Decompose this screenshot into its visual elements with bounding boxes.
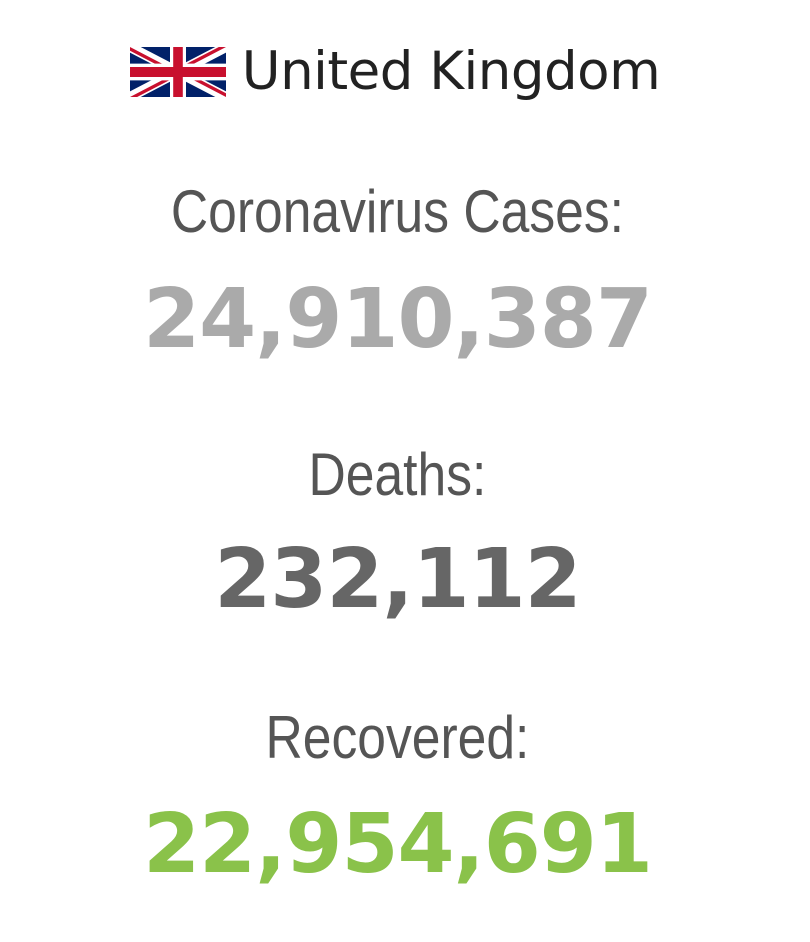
country-header: United Kingdom xyxy=(0,42,790,102)
deaths-count: 232,112 xyxy=(214,532,581,627)
cases-count: 24,910,387 xyxy=(143,272,653,367)
uk-flag-icon xyxy=(129,47,226,97)
deaths-label: Deaths: xyxy=(308,441,487,508)
country-name: United Kingdom xyxy=(241,41,661,102)
recovered-label: Recovered: xyxy=(265,704,530,771)
cases-label: Coronavirus Cases: xyxy=(170,178,624,245)
recovered-count: 22,954,691 xyxy=(143,797,653,892)
